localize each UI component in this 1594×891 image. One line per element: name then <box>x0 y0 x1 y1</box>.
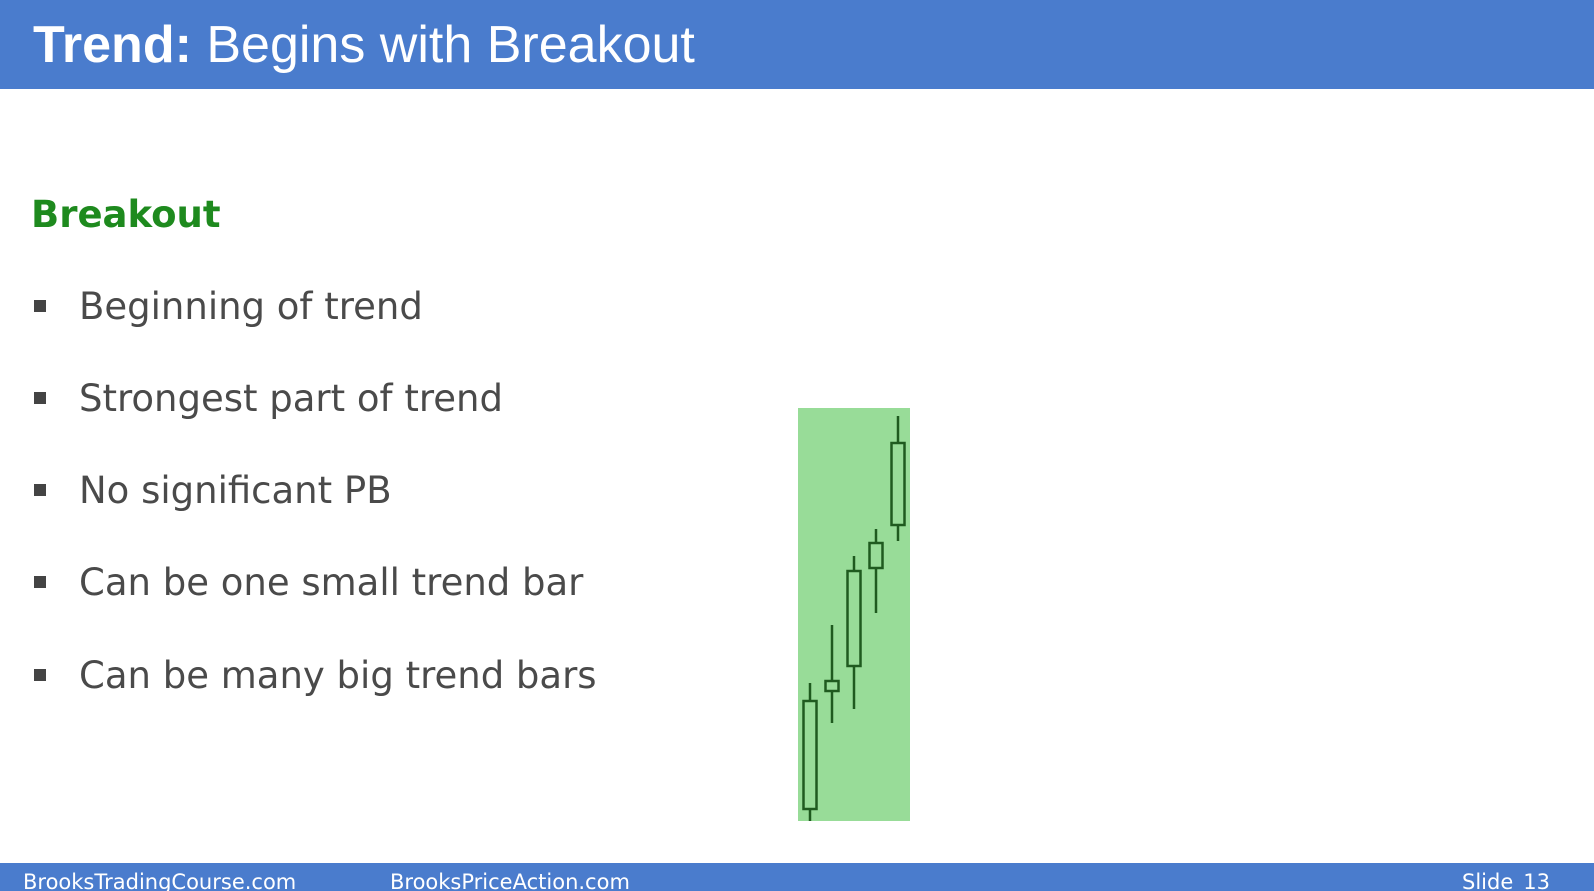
candle-4 <box>868 529 884 613</box>
bullet-item: Can be many big trend bars <box>34 650 597 700</box>
square-bullet-icon <box>34 576 46 588</box>
footer-website-middle: BrooksPriceAction.com <box>390 870 630 891</box>
footer-bar: BrooksTradingCourse.com BrooksPriceActio… <box>0 863 1594 891</box>
candle-body <box>846 569 862 668</box>
slide-number-value: 13 <box>1523 870 1550 891</box>
square-bullet-icon <box>34 669 46 681</box>
candle-body <box>868 541 884 570</box>
candle-body <box>824 679 840 693</box>
square-bullet-icon <box>34 300 46 312</box>
bullet-text: Can be many big trend bars <box>79 653 597 697</box>
bullet-text: Can be one small trend bar <box>79 560 584 604</box>
bullet-item: Strongest part of trend <box>34 373 503 423</box>
bullet-item: Can be one small trend bar <box>34 557 583 607</box>
bullet-item: Beginning of trend <box>34 281 423 331</box>
title-bar: Trend: Begins with Breakout <box>0 0 1594 89</box>
slide-title-rest: Begins with Breakout <box>206 16 695 74</box>
candle-body <box>890 441 906 527</box>
footer-website-left: BrooksTradingCourse.com <box>23 870 297 891</box>
slide-label: Slide <box>1462 870 1514 891</box>
slide-title-bold: Trend: <box>33 16 192 74</box>
bullet-text: Strongest part of trend <box>79 376 503 420</box>
candle-5 <box>890 416 906 541</box>
slide-number: Slide 13 <box>1462 870 1550 891</box>
bullet-text: No significant PB <box>79 468 392 512</box>
candle-1 <box>802 683 818 821</box>
square-bullet-icon <box>34 484 46 496</box>
candle-2 <box>824 625 840 723</box>
candle-3 <box>846 556 862 709</box>
candle-body <box>802 699 818 811</box>
bullet-text: Beginning of trend <box>79 284 423 328</box>
section-heading: Breakout <box>31 193 221 236</box>
bullet-item: No significant PB <box>34 465 392 515</box>
square-bullet-icon <box>34 392 46 404</box>
slide-title: Trend: Begins with Breakout <box>33 14 695 76</box>
